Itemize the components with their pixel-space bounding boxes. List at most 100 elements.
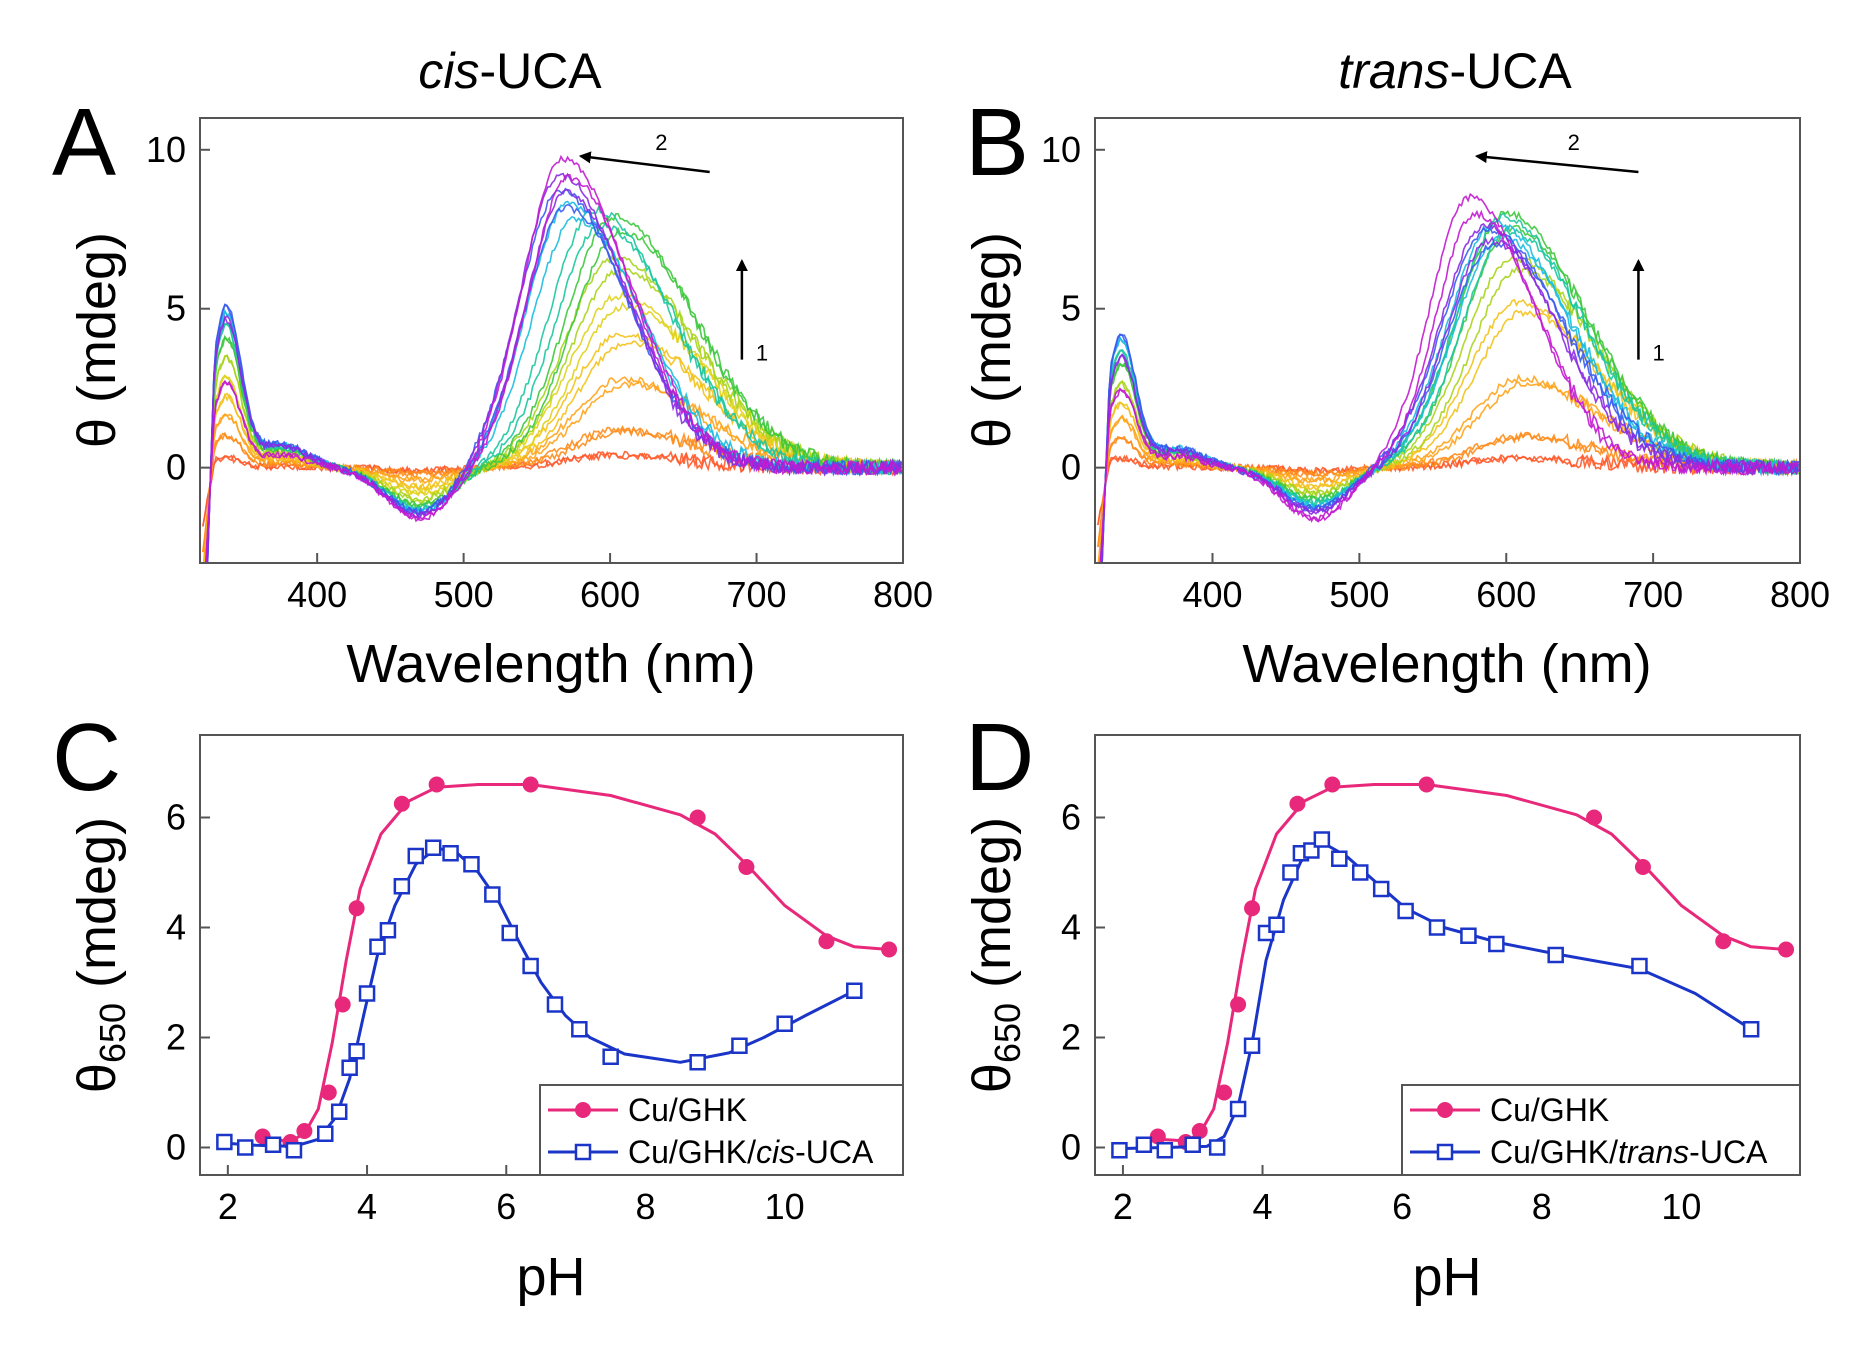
- panel-d-point-1-20: [1547, 946, 1564, 964]
- panel-d-point-1-0: [1111, 1142, 1128, 1159]
- panel-a-arrow-label-2: 2: [655, 130, 667, 155]
- panel-c-point-1-5: [330, 1103, 348, 1120]
- panel-d-point-0-8: [1418, 776, 1435, 793]
- panel-c-point-1-1: [236, 1139, 254, 1156]
- panel-b-y-axis-label: θ (mdeg): [962, 232, 1022, 448]
- panel-c-point-0-2: [296, 1123, 313, 1139]
- panel-d-point-1-14: [1351, 864, 1369, 881]
- panel-c-legend-box: [539, 1084, 904, 1176]
- panel-a-x-tick-label-0: 400: [287, 574, 347, 615]
- panel-d-point-1-18: [1460, 927, 1477, 944]
- panel-b-annotations: 21: [1474, 130, 1665, 365]
- panel-b-x-tick-label-3: 700: [1623, 574, 1683, 615]
- panel-d-x-tick-label-2: 6: [1392, 1186, 1412, 1227]
- panel-b-arrow-label-2: 2: [1568, 130, 1580, 155]
- panel-c-x-tick-label-4: 10: [765, 1186, 805, 1227]
- panel-b-series-blue-1: [1101, 241, 1800, 563]
- panel-c-point-1-18: [522, 957, 539, 975]
- panel-d-point-0-5: [1244, 900, 1261, 917]
- panel-c-point-1-21: [602, 1048, 619, 1065]
- panel-a-ticks: 400 500 600 700 800 0 5 10: [146, 129, 933, 615]
- panel-d-y-axis-label: θ650 (mdeg): [962, 817, 1028, 1093]
- panel-letter-c: C: [52, 704, 121, 811]
- panel-c-y-tick-label-3: 6: [166, 797, 186, 838]
- panel-c-point-0-3: [320, 1084, 337, 1101]
- panel-c-point-0-11: [818, 933, 835, 950]
- panel-d-point-1-22: [1742, 1021, 1760, 1038]
- panel-b-x-axis-label: Wavelength (nm): [1242, 634, 1651, 694]
- panel-d-point-0-0: [1149, 1128, 1166, 1145]
- panel-c-point-1-9: [369, 938, 386, 955]
- panel-c-legend: Cu/GHK Cu/GHK/cis-UCA: [539, 1084, 904, 1176]
- panel-a-x-tick-label-2: 600: [580, 574, 640, 615]
- panel-c-y-tick-label-0: 0: [166, 1127, 186, 1168]
- panel-d-legend-box: [1401, 1084, 1801, 1176]
- panel-c-point-1-8: [358, 985, 376, 1002]
- panel-d-point-1-3: [1184, 1136, 1201, 1153]
- panel-b-series-blue-0: [1101, 225, 1800, 563]
- panel-c-point-1-0: [216, 1133, 233, 1151]
- panel-b-ticks: 400 500 600 700 800 0 5 10: [1041, 129, 1830, 615]
- panel-c-point-0-4: [334, 996, 351, 1013]
- panel-d-point-1-17: [1428, 919, 1446, 936]
- panel-b-x-tick-label-4: 800: [1770, 574, 1830, 615]
- panel-c-point-1-2: [264, 1136, 282, 1153]
- panel-d-point-1-1: [1135, 1136, 1153, 1153]
- panel-title-cis: cis-UCA: [418, 43, 602, 99]
- panel-c-y-tick-label-1: 2: [166, 1017, 186, 1058]
- panel-c-point-1-17: [501, 924, 518, 942]
- panel-a-annotations: 21: [578, 130, 768, 365]
- panel-c-point-1-16: [484, 886, 501, 903]
- panel-c-legend-marker-ghk: [575, 1102, 591, 1118]
- panel-a-series-light-orange-0: [202, 376, 903, 563]
- panel-d-y-tick-label-1: 2: [1061, 1017, 1081, 1058]
- panel-a-x-tick-label-3: 700: [727, 574, 787, 615]
- panel-c-fit-line-0: [262, 783, 890, 1143]
- panel-d-point-1-21: [1631, 957, 1648, 975]
- panel-b-x-tick-label-1: 500: [1329, 574, 1389, 615]
- panel-d-x-tick-label-4: 10: [1661, 1186, 1701, 1227]
- panel-a-x-tick-label-4: 800: [873, 574, 933, 615]
- panel-letter-b: B: [965, 89, 1029, 196]
- panel-a-y-tick-label-0: 0: [166, 447, 186, 488]
- panel-a-y-axis-label: θ (mdeg): [67, 232, 127, 448]
- panel-c-point-0-12: [881, 941, 898, 958]
- panel-d-point-1-9: [1282, 864, 1299, 881]
- panel-c-y-axis-label: θ650 (mdeg): [67, 817, 133, 1093]
- panel-c-legend-label-uca: Cu/GHK/cis-UCA: [628, 1134, 874, 1170]
- panel-d-point-1-16: [1397, 902, 1414, 920]
- panel-a-series-orange-0: [202, 425, 903, 553]
- panel-d-point-0-6: [1289, 795, 1306, 812]
- panel-c-point-1-11: [393, 878, 411, 895]
- panel-c-x-tick-label-0: 2: [218, 1186, 238, 1227]
- panel-c-legend-label-ghk: Cu/GHK: [628, 1092, 747, 1128]
- panel-a-x-axis-label: Wavelength (nm): [346, 634, 755, 694]
- panel-c-point-1-23: [731, 1037, 748, 1054]
- panel-a-arrow-label-1: 1: [756, 340, 768, 365]
- panel-c-series-layer: [216, 776, 898, 1159]
- panel-c-point-1-7: [348, 1043, 365, 1060]
- panel-a-series-magenta-1: [204, 174, 903, 563]
- panel-c-point-1-14: [442, 845, 459, 862]
- panel-d-legend-marker-ghk: [1437, 1102, 1453, 1118]
- panel-c-point-0-6: [393, 795, 410, 812]
- panel-d-x-axis-label: pH: [1412, 1247, 1481, 1307]
- panel-d-y-tick-label-3: 6: [1061, 797, 1081, 838]
- panel-d-series-layer: [1111, 776, 1795, 1159]
- panel-b-series-green-1: [1100, 224, 1800, 563]
- panel-a-y-tick-label-2: 10: [146, 129, 186, 170]
- panel-c-point-1-25: [846, 982, 863, 999]
- panel-d-point-0-3: [1216, 1084, 1233, 1101]
- panel-d-point-0-11: [1715, 933, 1732, 950]
- panel-d-y-tick-label-2: 4: [1061, 907, 1081, 948]
- panel-b-y-tick-label-1: 5: [1061, 288, 1081, 329]
- panel-d-x-tick-label-1: 4: [1253, 1186, 1273, 1227]
- panel-c-point-1-3: [285, 1142, 303, 1159]
- panel-a-series-layer: [202, 154, 903, 563]
- panel-d-point-0-9: [1586, 809, 1603, 826]
